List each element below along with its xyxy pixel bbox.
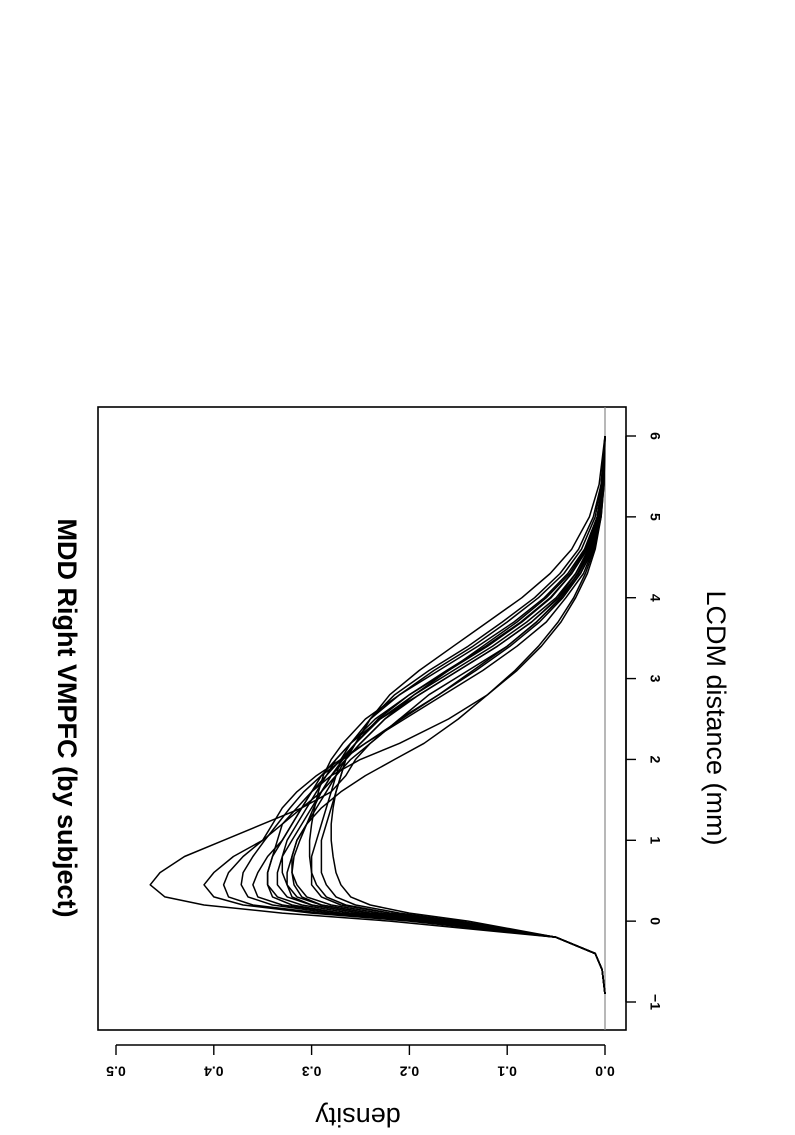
x-tick-label: 6 — [647, 432, 663, 440]
y-axis-label: density — [315, 1102, 401, 1132]
y-tick-label: 0.2 — [399, 1063, 419, 1079]
x-tick-label: 4 — [647, 594, 663, 602]
tick-group: −1 0 1 2 3 4 5 6 0.0 0.1 0.2 0.3 0.4 0.5 — [106, 432, 663, 1079]
x-tick-label: 1 — [647, 836, 663, 844]
x-tick-label: 0 — [647, 917, 663, 925]
x-tick-label: 2 — [647, 756, 663, 764]
x-tick-label: 5 — [647, 513, 663, 521]
y-tick-label: 0.5 — [106, 1063, 126, 1079]
series-group — [149, 435, 606, 994]
density-curve — [222, 435, 606, 994]
density-curve — [240, 435, 606, 994]
density-curve — [308, 435, 606, 994]
x-axis-label: LCDM distance (mm) — [701, 590, 731, 845]
chart-title: MDD Right VMPFC (by subject) — [52, 519, 82, 918]
y-tick-label: 0.0 — [595, 1063, 615, 1079]
y-tick-label: 0.4 — [204, 1063, 224, 1079]
x-tick-label: 3 — [647, 675, 663, 683]
y-tick-label: 0.1 — [497, 1063, 517, 1079]
x-tick-label: −1 — [647, 994, 663, 1010]
density-curve — [291, 435, 606, 994]
density-curve — [203, 435, 606, 994]
y-tick-label: 0.3 — [302, 1063, 322, 1079]
density-curve — [330, 435, 606, 994]
density-curve — [266, 435, 606, 994]
